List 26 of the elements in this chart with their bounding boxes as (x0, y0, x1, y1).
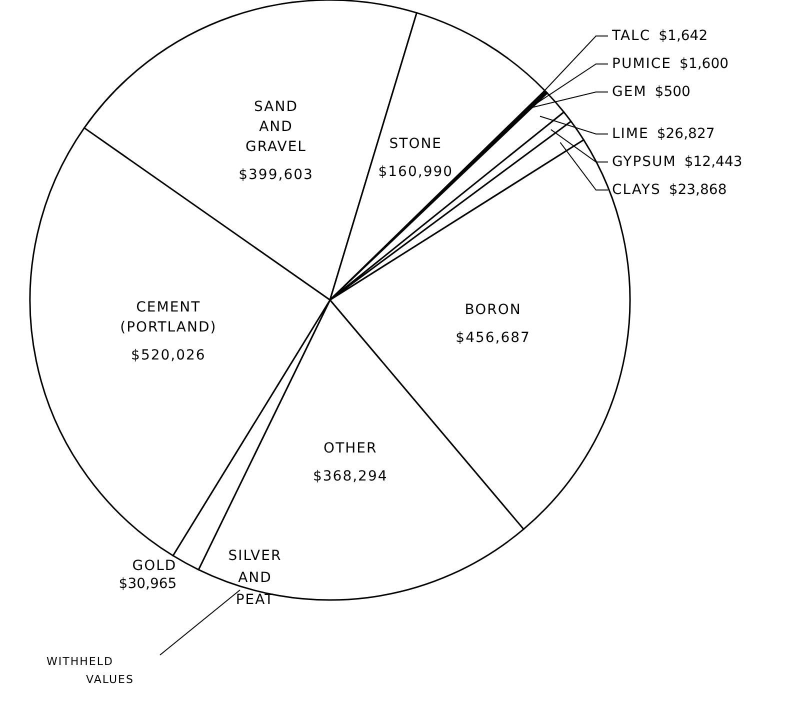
slice-label: GYPSUM (612, 154, 676, 170)
slice-label: OTHER (324, 440, 378, 457)
data-label: $30,965 (118, 576, 177, 592)
data-label: $399,603 (238, 167, 314, 184)
slice-label: GOLD (132, 558, 177, 574)
slice-label: GEM (612, 84, 647, 100)
data-label: $1,642 (658, 28, 708, 44)
data-label: $26,827 (656, 126, 715, 142)
data-label: $456,687 (456, 330, 530, 346)
slice-label: TALC (612, 28, 651, 44)
slice-label: SAND AND GRAVEL (246, 99, 306, 156)
slice-label: PUMICE (612, 56, 672, 72)
data-label: $368,294 (312, 468, 388, 485)
slice-label: CEMENT (PORTLAND) (120, 300, 217, 336)
data-label: $160,990 (378, 164, 454, 180)
slice-label: CLAYS (612, 182, 661, 198)
data-label: $12,443 (684, 154, 742, 170)
slice-label: LIME (612, 126, 649, 142)
slice-label: BORON (464, 302, 522, 318)
text: WITHHELD VALUES (46, 655, 134, 686)
text: SILVER AND PEAT (228, 548, 282, 608)
data-label: $520,026 (131, 348, 206, 364)
data-label: $500 (654, 84, 690, 100)
slice-label: STONE (389, 136, 442, 152)
data-label: $1,600 (680, 56, 729, 72)
data-label: $23,868 (668, 182, 727, 198)
